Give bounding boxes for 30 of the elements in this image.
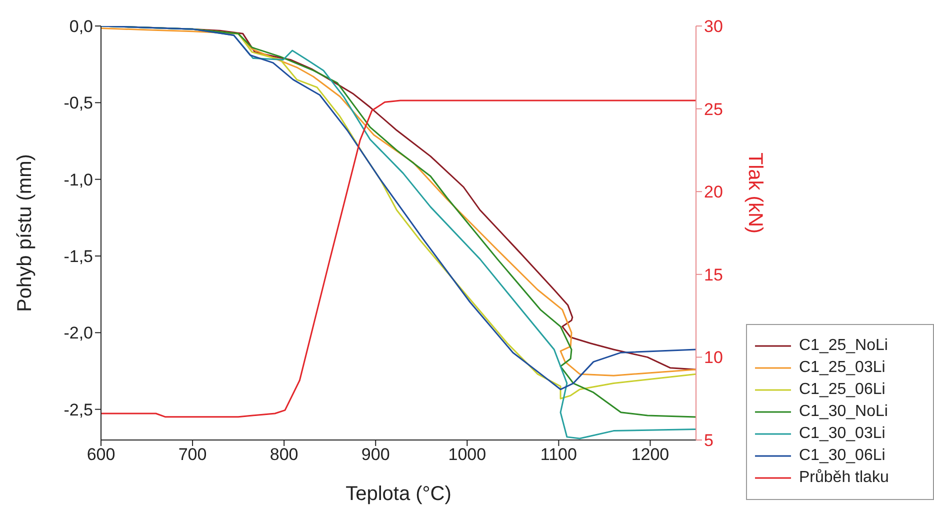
line-series [101, 100, 696, 418]
legend-label: C1_25_06Li [799, 381, 886, 399]
y-tick-label: 0,0 [69, 17, 93, 36]
x-tick-label: 800 [270, 445, 298, 464]
x-tick-label: 700 [178, 445, 207, 464]
legend-label: C1_25_NoLi [799, 337, 888, 355]
y-tick-label: -2,5 [64, 400, 93, 420]
x-tick-label: 900 [361, 445, 390, 464]
y2-tick-label: 30 [704, 17, 723, 36]
y-axis-title: Pohyb pístu (mm) [14, 154, 36, 312]
x-axis-title: Teplota (°C) [346, 483, 452, 505]
legend-label: C1_30_03Li [799, 425, 886, 443]
x-tick-label: 1200 [631, 445, 670, 464]
y2-tick-label: 25 [704, 100, 723, 119]
y-tick-label: -1,5 [64, 247, 93, 266]
x-tick-label: 600 [86, 445, 116, 464]
x-tick-label: 1000 [448, 445, 486, 464]
y2-tick-label: 5 [704, 431, 714, 450]
legend-label: Průběh tlaku [799, 469, 889, 487]
legend-label: C1_25_03Li [799, 359, 886, 377]
legend-label: C1_30_06Li [799, 447, 886, 465]
legend-label: C1_30_NoLi [799, 403, 888, 421]
x-tick-label: 1100 [540, 445, 577, 464]
y2-axis-title: Tlak (kN) [744, 152, 766, 234]
y-tick-label: -0,5 [64, 94, 93, 113]
y2-tick-label: 20 [704, 182, 723, 202]
y2-tick-label: 10 [704, 348, 723, 368]
y-tick-label: -2,0 [64, 324, 93, 343]
y-tick-label: -1,0 [64, 170, 93, 190]
y2-tick-label: 15 [704, 265, 723, 284]
